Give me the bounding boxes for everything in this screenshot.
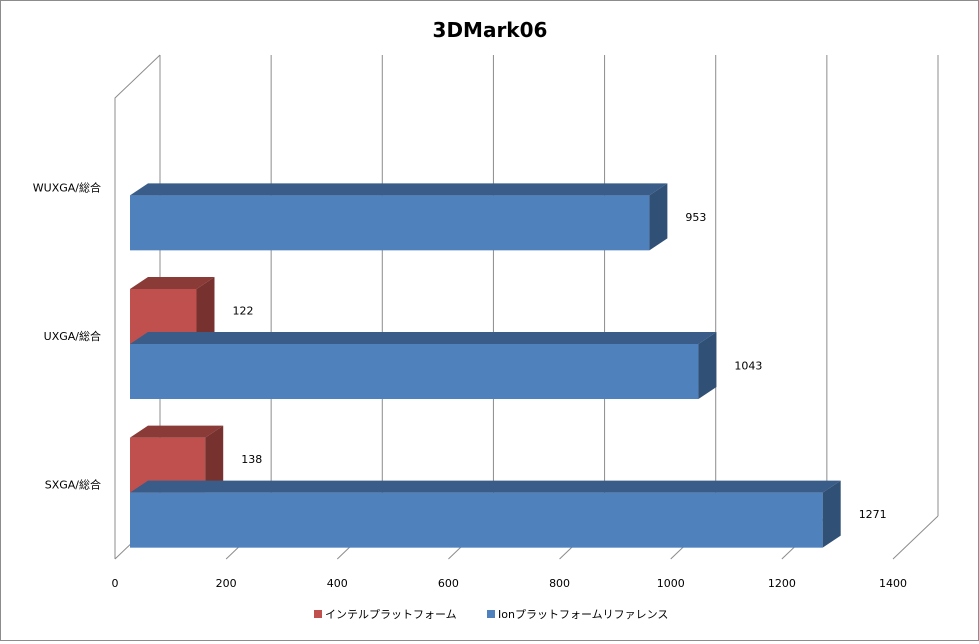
x-tick-label: 1400 — [879, 577, 907, 590]
data-label: 953 — [685, 211, 706, 224]
legend-item: インテルプラットフォーム — [314, 608, 457, 621]
bar-side — [649, 183, 668, 251]
x-tick-label: 800 — [549, 577, 570, 590]
bar-top — [130, 332, 717, 344]
bar-front — [130, 492, 823, 548]
bar-top — [130, 480, 841, 493]
bars — [130, 183, 841, 548]
category-label: SXGA/総合 — [45, 478, 101, 492]
floor-gridline — [892, 515, 939, 560]
category-labels: WUXGA/総合 UXGA/総合 SXGA/総合 — [33, 180, 101, 491]
category-label: WUXGA/総合 — [33, 180, 101, 194]
bar-side — [822, 480, 841, 548]
data-labels: 953 122 1043 138 1271 — [232, 211, 886, 521]
bar-front — [130, 195, 650, 251]
data-label: 122 — [232, 305, 253, 318]
legend-label: インテルプラットフォーム — [325, 608, 457, 621]
bar-top — [130, 277, 215, 289]
x-tick-label: 400 — [327, 577, 348, 590]
bar — [130, 332, 717, 399]
data-label: 1043 — [734, 360, 762, 373]
x-tick-labels: 0 200 400 600 800 1000 1200 1400 — [112, 577, 908, 590]
x-tick-label: 600 — [438, 577, 459, 590]
bar — [130, 183, 668, 251]
chart-walls — [114, 54, 161, 559]
legend-swatch — [487, 610, 495, 618]
bar-front — [130, 344, 699, 399]
bar-side — [698, 332, 717, 399]
chart-title: 3DMark06 — [433, 18, 548, 42]
legend: インテルプラットフォーム Ionプラットフォームリファレンス — [314, 608, 668, 621]
bar-top — [130, 183, 668, 196]
x-tick-label: 1000 — [657, 577, 685, 590]
x-tick-label: 0 — [112, 577, 119, 590]
bar-top — [130, 425, 224, 438]
x-tick-label: 200 — [216, 577, 237, 590]
legend-swatch — [314, 610, 322, 618]
bar-side — [205, 425, 224, 493]
legend-item: Ionプラットフォームリファレンス — [487, 608, 668, 621]
x-tick-label: 1200 — [768, 577, 796, 590]
bar-side — [196, 277, 215, 344]
data-label: 1271 — [859, 508, 887, 521]
category-label: UXGA/総合 — [44, 329, 101, 343]
left-wall — [114, 54, 161, 559]
legend-label: Ionプラットフォームリファレンス — [498, 608, 668, 621]
bar — [130, 480, 841, 548]
data-label: 138 — [241, 453, 262, 466]
